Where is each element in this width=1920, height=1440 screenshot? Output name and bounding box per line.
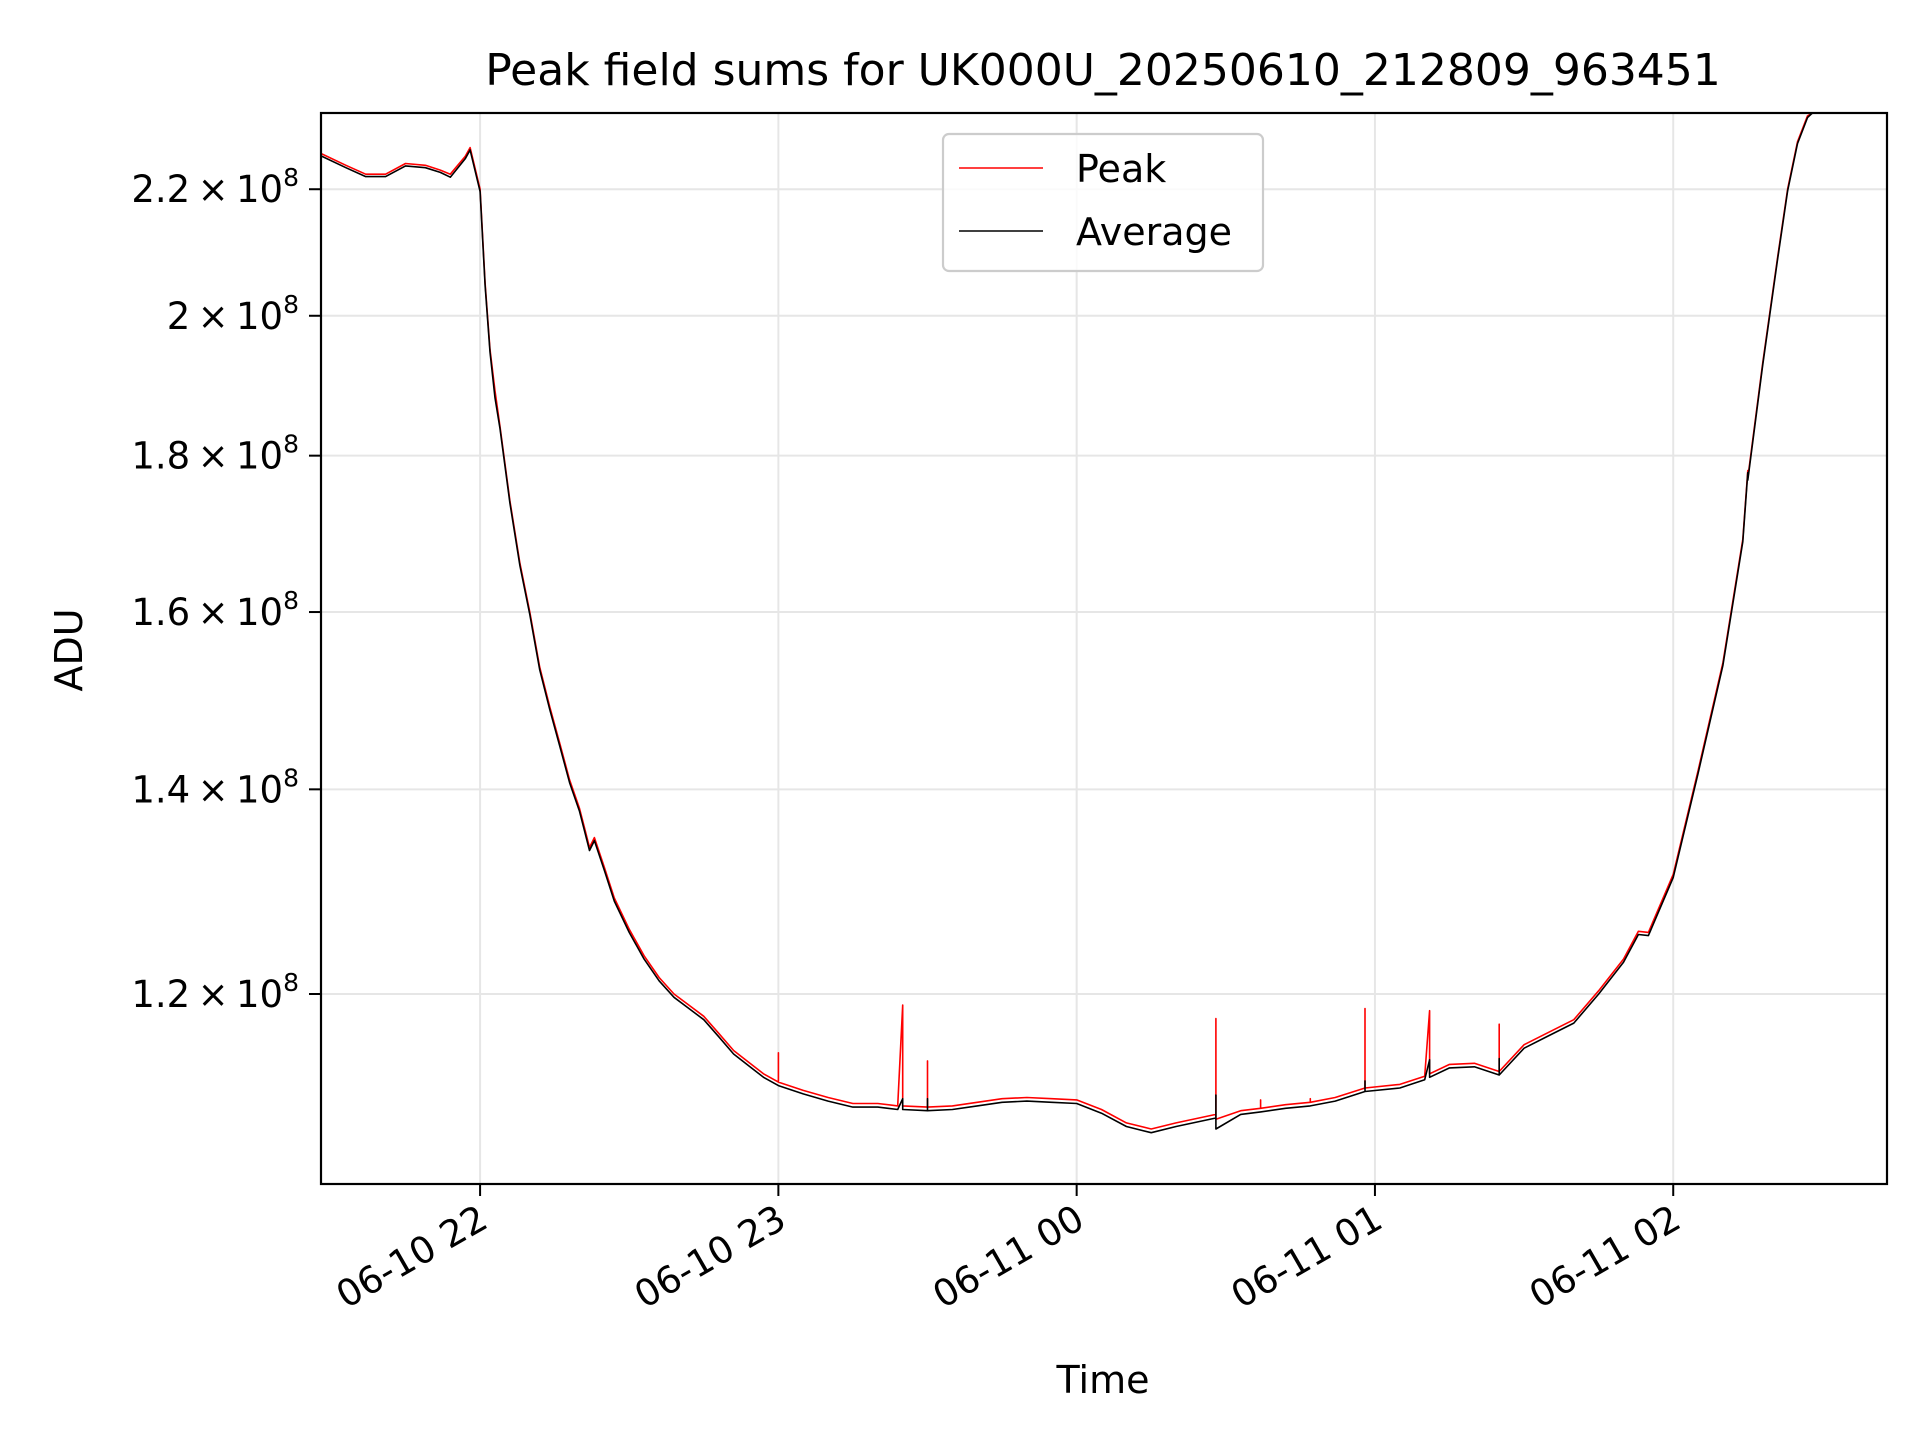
plot-frame [319, 111, 1889, 1186]
x-tick-label: 06-10 23 [627, 1197, 793, 1317]
y-axis-label: ADU [47, 608, 91, 691]
series-line-average [320, 112, 1887, 1134]
chart-title: Peak field sums for UK000U_20250610_2128… [485, 45, 1721, 96]
y-tick-label: 1.2 × 108 [131, 968, 299, 1016]
y-tick-label: 1.6 × 108 [131, 586, 299, 634]
y-axis: 1.2 × 108 1.4 × 108 1.6 × 108 1.8 × 108 2 × … [131, 163, 321, 1016]
y-tick-label: 1.8 × 108 [131, 430, 299, 478]
grid [321, 113, 1887, 1184]
x-axis: 06-10 22 06-10 23 06-11 00 06-11 01 06-11 02 [329, 1184, 1688, 1317]
y-tick-label: 1.4 × 108 [131, 763, 299, 811]
legend: Peak Average [941, 132, 1265, 273]
x-tick-label: 06-10 22 [329, 1197, 495, 1317]
x-axis-label: Time [1056, 1358, 1150, 1402]
x-tick-label: 06-11 01 [1224, 1197, 1390, 1317]
x-tick-label: 06-11 02 [1522, 1197, 1688, 1317]
plot-area [320, 112, 1887, 1134]
x-tick-label: 06-11 00 [926, 1197, 1092, 1317]
legend-label-average: Average [1076, 210, 1232, 254]
y-tick-label: 2.2 × 108 [131, 163, 299, 211]
y-tick-label: 2 × 108 [167, 290, 299, 338]
legend-label-peak: Peak [1076, 147, 1166, 191]
